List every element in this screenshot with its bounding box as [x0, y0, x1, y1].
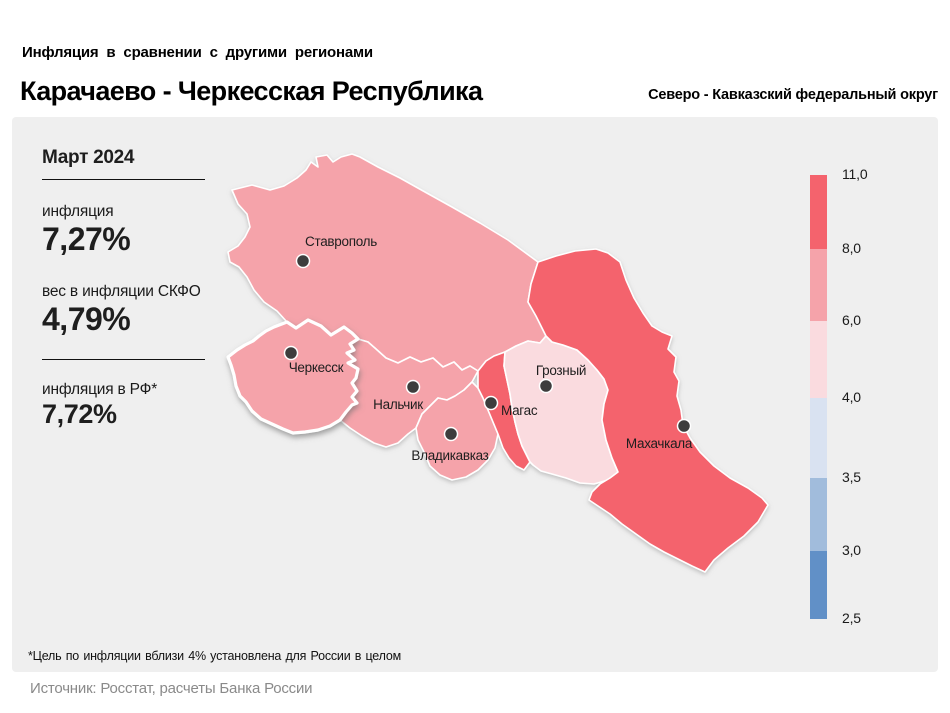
city-label: Грозный [536, 363, 586, 378]
city-label: Ставрополь [305, 234, 377, 249]
page-kicker: Инфляция в сравнении с другими регионами [22, 44, 373, 61]
inflation-value: 7,27% [42, 221, 131, 257]
legend-segment [810, 398, 827, 478]
city-dot [295, 253, 311, 269]
divider-line [42, 179, 205, 180]
legend-tick-label: 3,5 [842, 469, 861, 485]
weight-value: 4,79% [42, 301, 131, 337]
legend-tick-label: 3,0 [842, 542, 861, 558]
period-label: Март 2024 [42, 147, 135, 168]
city-dot [283, 345, 299, 361]
inflation-label: инфляция [42, 203, 114, 220]
city-label: Владикавказ [411, 448, 488, 463]
source-text: Источник: Росстат, расчеты Банка России [30, 680, 313, 697]
city-label: Нальчик [373, 397, 423, 412]
legend-tick-label: 11,0 [842, 166, 868, 182]
page-title: Карачаево - Черкесская Республика [20, 76, 483, 106]
legend-tick-label: 8,0 [842, 240, 861, 256]
legend-segment [810, 551, 827, 619]
city-markers: Ставрополь Черкесск Нальчик Владикавказ Мага… [283, 234, 693, 463]
region-dagestan [527, 248, 769, 573]
city-dot [405, 379, 421, 395]
legend-tick-label: 6,0 [842, 312, 861, 328]
rf-inflation-value: 7,72% [42, 399, 117, 429]
legend-segment [810, 175, 827, 249]
legend-segment [810, 249, 827, 321]
rf-inflation-label: инфляция в РФ* [42, 381, 158, 398]
city-label: Махачкала [626, 436, 693, 451]
legend-segment [810, 478, 827, 551]
legend-segment [810, 321, 827, 398]
legend-tick-label: 4,0 [842, 389, 861, 405]
region-karachay-cherkessia-selected [226, 318, 360, 435]
weight-label: вес в инфляции СКФО [42, 283, 201, 300]
city-dot [443, 426, 459, 442]
divider-line [42, 359, 205, 360]
color-scale-bar [810, 175, 827, 619]
city-dot [676, 418, 692, 434]
footnote-text: *Цель по инфляции вблизи 4% установлена … [28, 649, 402, 663]
city-label: Магас [501, 403, 538, 418]
legend-tick-label: 2,5 [842, 610, 861, 626]
federal-district-label: Северо - Кавказский федеральный округ [648, 87, 938, 103]
city-label: Черкесск [289, 360, 344, 375]
city-dot [483, 395, 499, 411]
city-dot [538, 378, 554, 394]
